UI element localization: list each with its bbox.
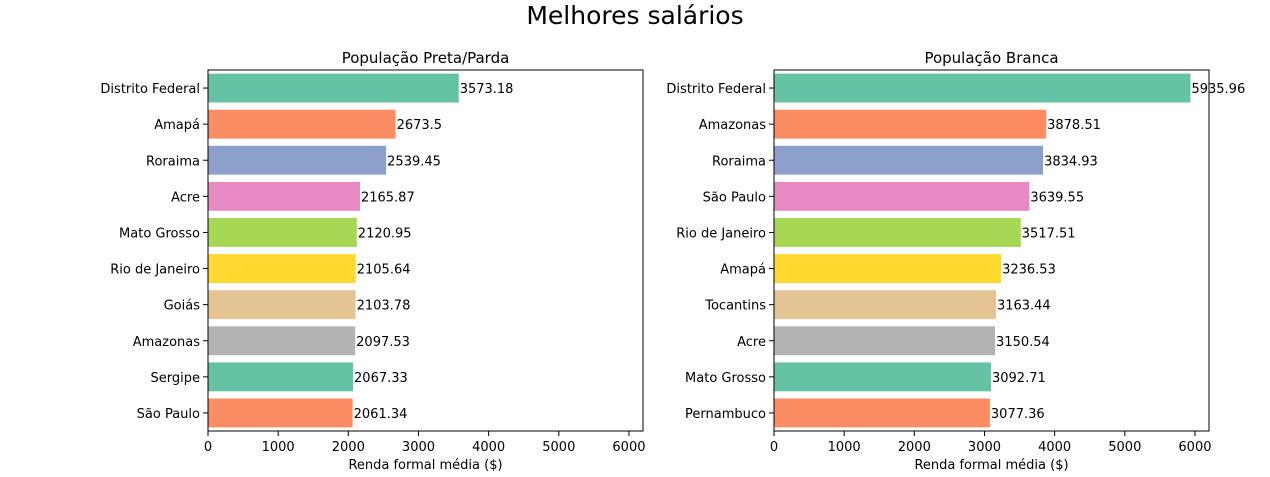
chart-2-xtick-label-5: 4000 (1038, 440, 1071, 455)
chart-2-xtick-label-7: 6000 (1178, 440, 1211, 455)
chart-2-value-label-10: 3077.36 (991, 407, 1045, 422)
chart-1-value-label-9: 2067.33 (354, 371, 408, 386)
chart-2-bar-9 (774, 362, 991, 392)
chart-1-xtick-label-1: 0 (204, 440, 212, 455)
figure-suptitle: Melhores salários (526, 1, 744, 30)
chart-2-bar-6 (774, 254, 1002, 283)
chart-1-value-label-10: 2061.34 (354, 407, 408, 422)
chart-2-value-label-6: 3236.53 (1002, 263, 1056, 278)
chart-1-bar-9 (208, 362, 354, 392)
chart-2-category-label-6: Amapá (720, 263, 766, 278)
chart-2-bar-1 (774, 73, 1191, 103)
chart-1-value-label-4: 2165.87 (361, 190, 415, 205)
chart-2-xtick-label-3: 2000 (898, 440, 931, 455)
chart-1-xtick-label-3: 2000 (332, 440, 365, 455)
chart-1-value-label-7: 2103.78 (357, 299, 411, 314)
chart-1-category-label-2: Amapá (154, 118, 200, 133)
chart-1-value-label-2: 2673.5 (397, 118, 443, 133)
chart-2-xtick-label-1: 0 (770, 440, 778, 455)
chart-1-value-label-1: 3573.18 (460, 82, 514, 97)
chart-1-xtick-label-6: 5000 (542, 440, 575, 455)
chart-2-axes-frame (773, 69, 1210, 432)
chart-2-category-label-5: Rio de Janeiro (676, 226, 766, 241)
chart-2-category-label-7: Tocantins (704, 299, 766, 314)
chart-2-bar-4 (774, 181, 1030, 211)
chart-2-bar-5 (774, 218, 1021, 247)
chart-1-category-label-3: Roraima (146, 154, 200, 169)
chart-1-xlabel: Renda formal média ($) (348, 458, 502, 473)
chart-2-category-label-1: Distrito Federal (666, 82, 766, 97)
chart-2-bar-10 (774, 398, 990, 428)
chart-2-category-label-10: Pernambuco (685, 407, 766, 422)
chart-1-value-label-6: 2105.64 (357, 263, 411, 278)
chart-2-xtick-label-2: 1000 (828, 440, 861, 455)
chart-2-xtick-label-4: 3000 (968, 440, 1001, 455)
chart-1-xtick-label-2: 1000 (262, 440, 295, 455)
chart-1-xtick-label-7: 6000 (612, 440, 645, 455)
chart-2-value-label-7: 3163.44 (997, 299, 1051, 314)
chart-2-bar-7 (774, 290, 996, 320)
chart-1-bar-8 (208, 326, 356, 356)
chart-1-bar-1 (208, 73, 459, 103)
chart-1-bar-2 (208, 109, 396, 139)
chart-2-bar-8 (774, 326, 996, 356)
chart-1-value-label-8: 2097.53 (356, 335, 410, 350)
chart-1-bar-3 (208, 145, 387, 175)
chart-2-value-label-3: 3834.93 (1044, 154, 1098, 169)
chart-1-value-label-3: 2539.45 (387, 154, 441, 169)
chart-2-xlabel: Renda formal média ($) (914, 458, 1068, 473)
chart-2-value-label-1: 5935.96 (1191, 82, 1245, 97)
chart-2-category-label-2: Amazonas (699, 118, 767, 133)
chart-1-bar-5 (208, 218, 357, 247)
chart-1-bar-4 (208, 181, 360, 211)
chart-2-category-label-4: São Paulo (703, 190, 766, 205)
chart-1-category-label-10: São Paulo (137, 407, 200, 422)
chart-1-category-label-5: Mato Grosso (119, 226, 200, 241)
chart-2-title: População Branca (924, 49, 1058, 67)
chart-1-bar-10 (208, 398, 353, 428)
chart-1-xtick-label-4: 3000 (402, 440, 435, 455)
chart-1-category-label-6: Rio de Janeiro (110, 263, 200, 278)
chart-1-bar-6 (208, 254, 356, 283)
chart-2-category-label-9: Mato Grosso (685, 371, 766, 386)
chart-2-xtick-label-6: 5000 (1108, 440, 1141, 455)
chart-2-value-label-9: 3092.71 (992, 371, 1046, 386)
chart-1-xtick-label-5: 4000 (472, 440, 505, 455)
chart-2-category-label-3: Roraima (712, 154, 766, 169)
chart-2-value-label-2: 3878.51 (1047, 118, 1101, 133)
chart-2-value-label-5: 3517.51 (1022, 226, 1076, 241)
chart-1-axes-frame (207, 69, 644, 432)
chart-2-value-label-8: 3150.54 (996, 335, 1050, 350)
chart-1-title: População Preta/Parda (342, 49, 510, 67)
chart-2-category-label-8: Acre (737, 335, 766, 350)
chart-1-category-label-4: Acre (171, 190, 200, 205)
chart-1-category-label-9: Sergipe (151, 371, 200, 386)
chart-1-category-label-8: Amazonas (133, 335, 201, 350)
chart-2-value-label-4: 3639.55 (1030, 190, 1084, 205)
chart-1-bar-7 (208, 290, 356, 320)
chart-2-bar-3 (774, 145, 1044, 175)
chart-2-bar-2 (774, 109, 1047, 139)
chart-1-value-label-5: 2120.95 (358, 226, 412, 241)
chart-1-category-label-1: Distrito Federal (100, 82, 200, 97)
chart-1-category-label-7: Goiás (164, 299, 201, 314)
